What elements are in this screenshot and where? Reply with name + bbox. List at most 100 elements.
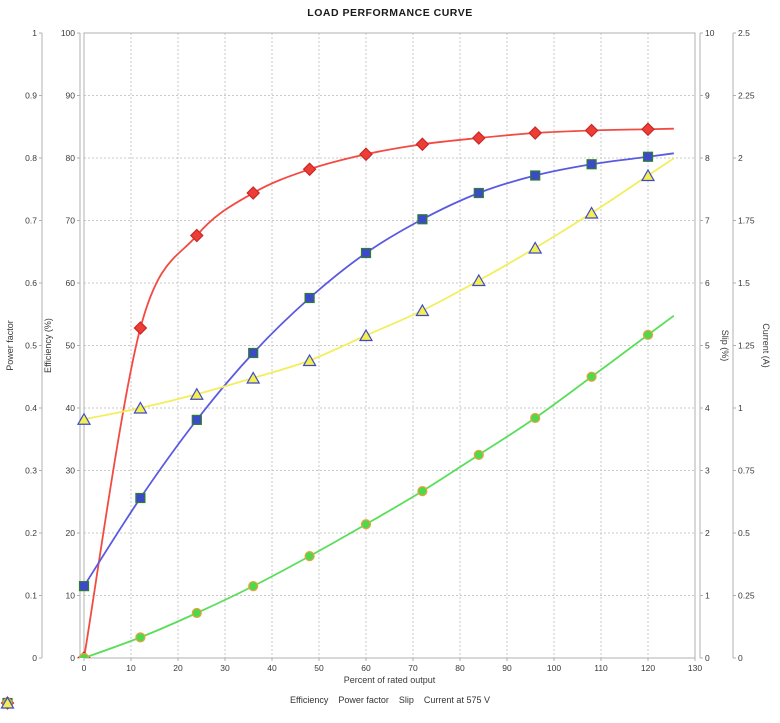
- tick-label-x: 70: [408, 663, 418, 673]
- data-point-slip: [417, 486, 428, 497]
- data-point-slip: [642, 329, 654, 340]
- tick-label-power_factor: 0.6: [25, 278, 37, 288]
- tick-label-efficiency: 80: [66, 153, 76, 163]
- data-point-efficiency: [528, 126, 543, 140]
- data-point-power-factor: [360, 247, 372, 259]
- data-point-slip: [135, 632, 146, 643]
- tick-label-x: 90: [502, 663, 512, 673]
- axis-power_factor: 0 0.1 0.2 0.3 0.4 0.5 0.6 0.7 0.8 0.9 1 Power facto…: [5, 28, 43, 663]
- tick-label-current: 0: [738, 653, 743, 663]
- data-point-power-factor: [417, 214, 428, 225]
- tick-label-power_factor: 1: [32, 28, 37, 38]
- tick-label-efficiency: 90: [66, 91, 76, 101]
- data-point-efficiency: [302, 162, 317, 177]
- tick-label-efficiency: 40: [66, 403, 76, 413]
- tick-label-current: 1.5: [738, 278, 750, 288]
- tick-label-x: 100: [547, 663, 561, 673]
- legend-marker-triangle-icon: [0, 696, 15, 709]
- series-line-current-at-575-v: [83, 157, 675, 421]
- tick-label-x: 130: [688, 663, 702, 673]
- legend-item-efficiency: Efficiency: [0, 695, 329, 710]
- axis-title-efficiency: Efficiency (%): [43, 318, 53, 373]
- data-point-power-factor: [135, 492, 146, 504]
- data-point-efficiency: [415, 137, 430, 152]
- tick-label-efficiency: 60: [66, 278, 76, 288]
- tick-label-x: 10: [126, 663, 136, 673]
- data-point-slip: [78, 652, 90, 658]
- tick-label-efficiency: 20: [66, 528, 76, 538]
- tick-label-power_factor: 0: [32, 653, 37, 663]
- data-point-current-at-575-v: [189, 387, 204, 400]
- tick-label-efficiency: 100: [61, 28, 75, 38]
- data-point-current-at-575-v: [471, 273, 486, 287]
- legend-label: Efficiency: [290, 695, 329, 705]
- series-slip: [78, 314, 675, 658]
- axis-title-current: Current (A): [761, 323, 771, 368]
- data-point-efficiency: [584, 123, 599, 138]
- tick-label-x: 80: [455, 663, 465, 673]
- axis-title-x: Percent of rated output: [344, 675, 436, 685]
- tick-label-slip: 3: [705, 466, 710, 476]
- tick-label-current: 2: [738, 153, 743, 163]
- tick-label-slip: 6: [705, 278, 710, 288]
- data-point-current-at-575-v: [415, 303, 430, 317]
- data-point-power-factor: [191, 414, 202, 425]
- tick-label-efficiency: 30: [66, 466, 76, 476]
- tick-label-power_factor: 0.3: [25, 466, 37, 476]
- tick-label-x: 30: [220, 663, 230, 673]
- series-efficiency: [77, 122, 674, 658]
- series-line-efficiency: [83, 127, 674, 658]
- data-point-slip: [191, 607, 202, 619]
- tick-label-current: 1: [738, 403, 743, 413]
- series-power-factor: [78, 151, 674, 592]
- tick-label-x: 20: [173, 663, 183, 673]
- tick-label-power_factor: 0.9: [25, 91, 37, 101]
- legend-label: Current at 575 V: [423, 695, 490, 705]
- legend-label: Power factor: [338, 695, 389, 705]
- axis-efficiency: 0 10 20 30 40 50 60 70 80 90 100 Efficiency (%): [43, 28, 81, 663]
- chart-title: LOAD PERFORMANCE CURVE: [307, 7, 473, 19]
- data-point-slip: [360, 519, 372, 530]
- tick-label-slip: 4: [705, 403, 710, 413]
- data-point-efficiency: [471, 131, 486, 145]
- data-point-power-factor: [78, 581, 90, 592]
- data-point-power-factor: [473, 187, 484, 199]
- grid: [84, 33, 695, 658]
- tick-label-current: 0.25: [738, 591, 755, 601]
- tick-label-slip: 9: [705, 91, 710, 101]
- tick-label-current: 0.75: [738, 466, 755, 476]
- data-point-current-at-575-v: [302, 353, 317, 367]
- tick-label-slip: 1: [705, 591, 710, 601]
- data-point-efficiency: [641, 122, 655, 137]
- data-point-efficiency: [359, 147, 373, 162]
- tick-label-efficiency: 0: [70, 653, 75, 663]
- data-point-slip: [248, 581, 259, 592]
- plot-frame: [83, 32, 696, 659]
- tick-label-slip: 10: [705, 28, 715, 38]
- tick-label-slip: 5: [705, 341, 710, 351]
- data-point-current-at-575-v: [358, 328, 374, 342]
- axis-slip: 0 1 2 3 4 5 6 7 8 9 10 Slip (%): [699, 28, 730, 663]
- tick-label-current: 0.5: [738, 528, 750, 538]
- tick-label-power_factor: 0.5: [25, 341, 37, 351]
- data-point-current-at-575-v: [246, 371, 261, 384]
- axis-title-slip: Slip (%): [720, 330, 730, 362]
- data-point-current-at-575-v: [640, 168, 656, 182]
- tick-label-slip: 2: [705, 528, 710, 538]
- tick-label-power_factor: 0.8: [25, 153, 37, 163]
- data-point-slip: [586, 371, 597, 382]
- chart-legend: Efficiency Power factor Slip Current at 575…: [0, 695, 780, 710]
- legend-label: Slip: [398, 695, 414, 705]
- tick-label-efficiency: 50: [66, 341, 76, 351]
- tick-label-power_factor: 0.7: [25, 216, 37, 226]
- axis-x: 0 10 20 30 40 50 60 70 80 90 100 110 120 130 Percent o…: [82, 658, 702, 685]
- tick-label-current: 1.75: [738, 216, 755, 226]
- legend-item-current-at-575-v: Current at 575 V: [0, 695, 490, 709]
- axis-title-power_factor: Power factor: [5, 320, 15, 371]
- tick-label-slip: 0: [705, 653, 710, 663]
- tick-label-efficiency: 70: [66, 216, 76, 226]
- data-point-efficiency: [189, 228, 204, 243]
- data-point-power-factor: [248, 347, 259, 359]
